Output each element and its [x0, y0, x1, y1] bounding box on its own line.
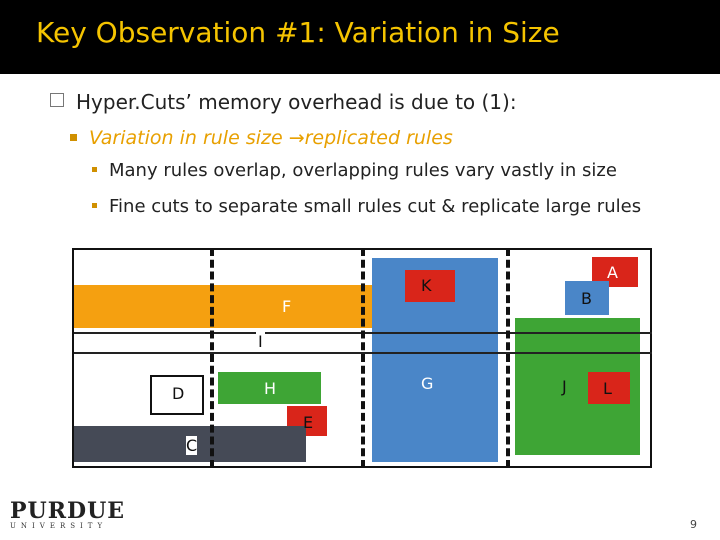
rule-k	[405, 270, 455, 302]
label-h: H	[264, 379, 277, 398]
label-l: L	[603, 379, 612, 398]
rule-b	[565, 281, 609, 315]
label-g: G	[421, 374, 434, 393]
bullet-level2-text-a: Variation in rule size	[89, 127, 289, 149]
cut-line	[506, 248, 510, 468]
square-bullet-icon	[92, 203, 97, 208]
label-b: B	[581, 289, 592, 308]
cut-line	[210, 248, 214, 468]
bullet-level1-text: Hyper.Cuts’ memory overhead is due to (1…	[76, 90, 517, 114]
square-bullet-icon	[70, 134, 77, 141]
title-bar: Key Observation #1: Variation in Size	[0, 0, 720, 74]
bullet-level2: Variation in rule size →replicated rules	[70, 127, 453, 149]
arrow-right-icon: →	[288, 127, 305, 149]
label-j: J	[562, 377, 567, 396]
logo-subtitle: UNIVERSITY	[10, 522, 108, 530]
checkbox-bullet-icon	[50, 93, 64, 107]
label-e: E	[303, 413, 314, 432]
bullet-level3-1: Many rules overlap, overlapping rules va…	[92, 160, 617, 181]
logo-wordmark: PURDUE	[10, 498, 126, 524]
label-f: F	[282, 297, 292, 316]
label-i: I	[256, 332, 265, 351]
rule-d	[150, 375, 204, 415]
slide-title: Key Observation #1: Variation in Size	[36, 16, 560, 49]
bullet-level3-text: Fine cuts to separate small rules cut & …	[109, 196, 642, 217]
label-a: A	[607, 263, 618, 282]
bullet-level3-2: Fine cuts to separate small rules cut & …	[92, 196, 641, 217]
rule-h	[218, 372, 321, 404]
page-number: 9	[690, 518, 697, 531]
bullet-level2-text-b: replicated rules	[304, 127, 453, 149]
square-bullet-icon	[92, 167, 97, 172]
label-k: K	[421, 276, 432, 295]
bullet-level3-text: Many rules overlap, overlapping rules va…	[109, 160, 617, 181]
rule-l	[588, 372, 630, 404]
bullet-level1: Hyper.Cuts’ memory overhead is due to (1…	[50, 90, 517, 114]
cut-line	[361, 248, 365, 468]
purdue-logo: PURDUE UNIVERSITY	[10, 498, 125, 530]
label-d: D	[172, 384, 185, 403]
label-c: C	[186, 436, 198, 455]
